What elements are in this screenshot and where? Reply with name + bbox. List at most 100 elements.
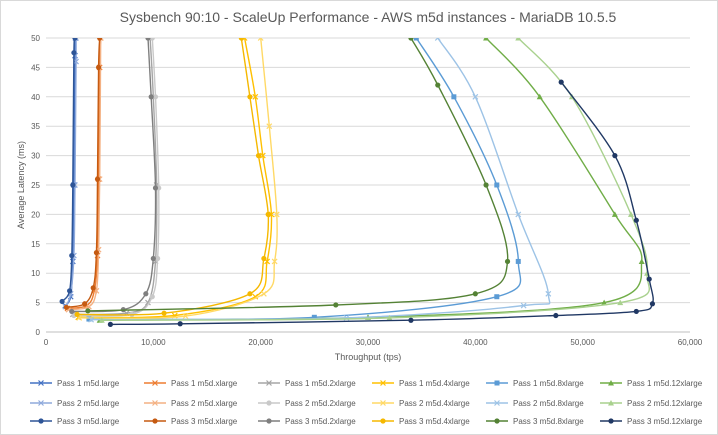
data-point [98,317,105,323]
y-axis-title: Average Latency (ms) [16,141,26,229]
legend-label: Pass 2 m5d.2xlarge [285,399,356,408]
data-point [182,313,189,320]
legend-label: Pass 2 m5d.12xlarge [627,399,703,408]
y-tick-label: 30 [31,152,40,161]
series-line [71,38,157,313]
data-point [515,258,521,264]
legend-item: Pass 1 m5d.xlarge [144,379,238,388]
y-tick-label: 10 [31,269,40,278]
data-point [149,294,155,300]
series-group [75,38,275,321]
legend-swatch-marker [266,380,272,386]
data-point [145,38,151,41]
data-point [266,123,273,130]
data-point [247,291,253,297]
data-point [177,321,183,327]
series-group [62,38,79,310]
legend-swatch-marker [494,380,500,386]
x-tick-label: 20,000 [248,338,273,347]
legend-item: Pass 2 m5d.4xlarge [372,399,470,408]
data-point [69,252,75,259]
data-point [536,93,543,100]
series-group [63,38,103,310]
legend-item: Pass 3 m5d.large [30,417,120,426]
legend-item: Pass 3 m5d.xlarge [144,417,238,426]
y-tick-label: 40 [31,93,40,102]
data-point [638,258,645,264]
legend-item: Pass 2 m5d.2xlarge [258,399,356,408]
data-point [617,299,624,306]
data-point [155,255,161,262]
legend-swatch-marker [380,380,386,386]
data-point [386,314,393,321]
data-point [72,38,78,41]
series-line [87,38,509,312]
legend-swatch-marker [152,380,158,386]
data-point [333,302,339,308]
data-point [260,290,267,297]
legend-label: Pass 1 m5d.xlarge [171,379,238,388]
data-point [515,211,522,218]
y-tick-label: 0 [36,328,41,337]
data-point [238,38,244,41]
series-line [91,38,551,321]
legend-swatch-marker [380,400,386,406]
legend-item: Pass 3 m5d.8xlarge [486,417,584,426]
legend-label: Pass 1 m5d.4xlarge [399,379,470,388]
data-point [472,93,479,100]
legend-swatch-marker [494,418,500,424]
y-tick-label: 15 [31,240,40,249]
legend-label: Pass 2 m5d.large [57,399,120,408]
data-point [494,182,500,188]
data-point [152,185,159,191]
x-axis-title: Throughput (tps) [335,352,402,362]
legend-swatch-marker [494,400,500,406]
data-point [69,308,75,315]
data-point [504,258,511,265]
data-point [85,308,91,314]
series-line [78,38,273,319]
legend-item: Pass 2 m5d.xlarge [144,399,238,408]
data-point [472,291,478,297]
legend-item: Pass 2 m5d.12xlarge [600,399,703,408]
legend-label: Pass 1 m5d.8xlarge [513,379,584,388]
x-tick-label: 0 [44,338,49,347]
legend-swatch-marker [266,418,272,424]
data-point [86,316,92,322]
data-point [553,312,559,319]
x-tick-label: 10,000 [141,338,166,347]
data-point [558,79,564,85]
data-point [451,94,457,100]
data-point [95,64,102,70]
series-group [74,38,271,317]
x-tick-label: 50,000 [570,338,595,347]
plot-area [59,38,656,327]
legend-item: Pass 3 m5d.12xlarge [600,417,703,426]
data-point [259,152,266,159]
series-group [59,38,78,305]
legend-label: Pass 3 m5d.8xlarge [513,417,584,426]
series-group [69,38,159,315]
data-point [483,182,489,188]
data-point [63,304,69,310]
legend-label: Pass 3 m5d.xlarge [171,417,238,426]
series-line [110,81,654,326]
legend-label: Pass 2 m5d.8xlarge [513,399,584,408]
data-point [408,317,414,323]
y-tick-label: 25 [31,181,40,190]
data-point [649,301,656,307]
legend-item: Pass 3 m5d.4xlarge [372,417,470,426]
series-group [98,38,651,323]
data-point [545,290,552,297]
data-point [627,211,634,217]
legend-label: Pass 1 m5d.large [57,379,120,388]
legend-label: Pass 3 m5d.2xlarge [285,417,356,426]
data-point [413,38,419,41]
data-point [311,314,317,320]
y-tick-label: 20 [31,210,40,219]
legend-label: Pass 1 m5d.12xlarge [627,379,703,388]
data-point [70,182,76,188]
legend-swatch-marker [38,400,44,406]
legend-label: Pass 3 m5d.12xlarge [627,417,703,426]
